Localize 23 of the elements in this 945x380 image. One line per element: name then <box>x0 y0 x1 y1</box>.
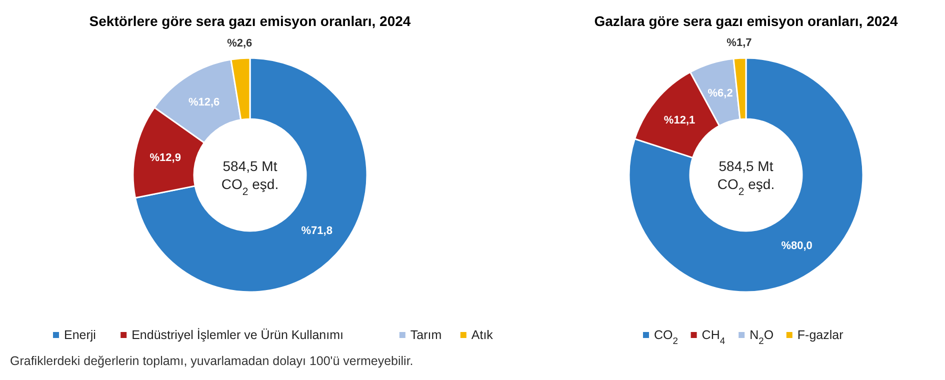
data-label: %12,1 <box>664 114 696 127</box>
legend-label: CH$_{4}$ <box>702 328 726 346</box>
data-label: %80,0 <box>781 240 812 252</box>
donut-slice <box>628 57 864 293</box>
text: 584,5 Mt CO$_{2}$ eşd. <box>717 158 775 198</box>
data-label: %2,6 <box>227 37 252 50</box>
data-label: %12,9 <box>150 152 181 164</box>
legend-label: Atık <box>471 328 494 342</box>
legend-label: Tarım <box>410 328 442 342</box>
text: 584,5 Mt CO$_{2}$ eşd. <box>221 158 279 198</box>
text: Grafiklerdeki değerlerin toplamı, yuvarlamadan dolayı 100'ü vermeyebilir. <box>10 354 414 368</box>
legend-label: Enerji <box>64 328 96 342</box>
legend-label: F-gazlar <box>797 328 844 342</box>
chart-title: Sektörlere göre sera gazı emisyon oranları, 2024 <box>89 13 411 29</box>
data-label: %6,2 <box>708 87 733 100</box>
data-label: %1,7 <box>726 37 752 50</box>
legend-label: CO$_{2}$ <box>654 328 678 346</box>
data-label: %12,6 <box>188 96 220 109</box>
legend-label: N$_{2}$O <box>750 328 774 346</box>
donut-slice <box>134 57 368 293</box>
legend-label: Endüstriyel İşlemler ve Ürün Kullanımı <box>132 328 344 342</box>
data-label: %71,8 <box>301 224 332 237</box>
chart-title: Gazlara göre sera gazı emisyon oranları, 2024 <box>594 13 898 29</box>
